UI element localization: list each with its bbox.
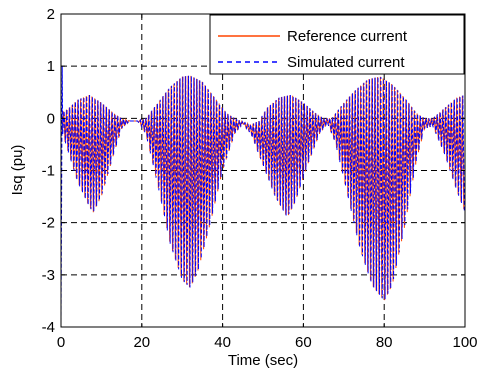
legend-label-reference: Reference current [287,28,408,45]
y-tick-label: -4 [42,319,55,336]
x-axis-label: Time (sec) [228,352,298,369]
x-tick-label: 80 [376,334,393,351]
y-tick-label: 2 [47,6,55,23]
series-simulated-current [60,66,465,322]
x-tick-label: 40 [214,334,231,351]
x-tick-label: 0 [57,334,65,351]
x-tick-label: 20 [133,334,150,351]
legend: Reference current Simulated current [209,14,465,75]
y-axis-label: Isq (pu) [9,145,26,196]
legend-box [209,14,465,75]
series-layer [60,66,465,322]
y-tick-label: -1 [42,163,55,180]
y-tick-label: -3 [42,267,55,284]
x-tick-label: 60 [295,334,312,351]
y-tick-label: 0 [47,110,55,127]
y-tick-label: 1 [47,58,55,75]
legend-label-simulated: Simulated current [287,54,405,71]
y-tick-label: -2 [42,215,55,232]
tick-labels: 0 20 40 60 80 100 -4 -3 -2 -1 0 1 2 [42,6,478,351]
x-tick-label: 100 [452,334,477,351]
